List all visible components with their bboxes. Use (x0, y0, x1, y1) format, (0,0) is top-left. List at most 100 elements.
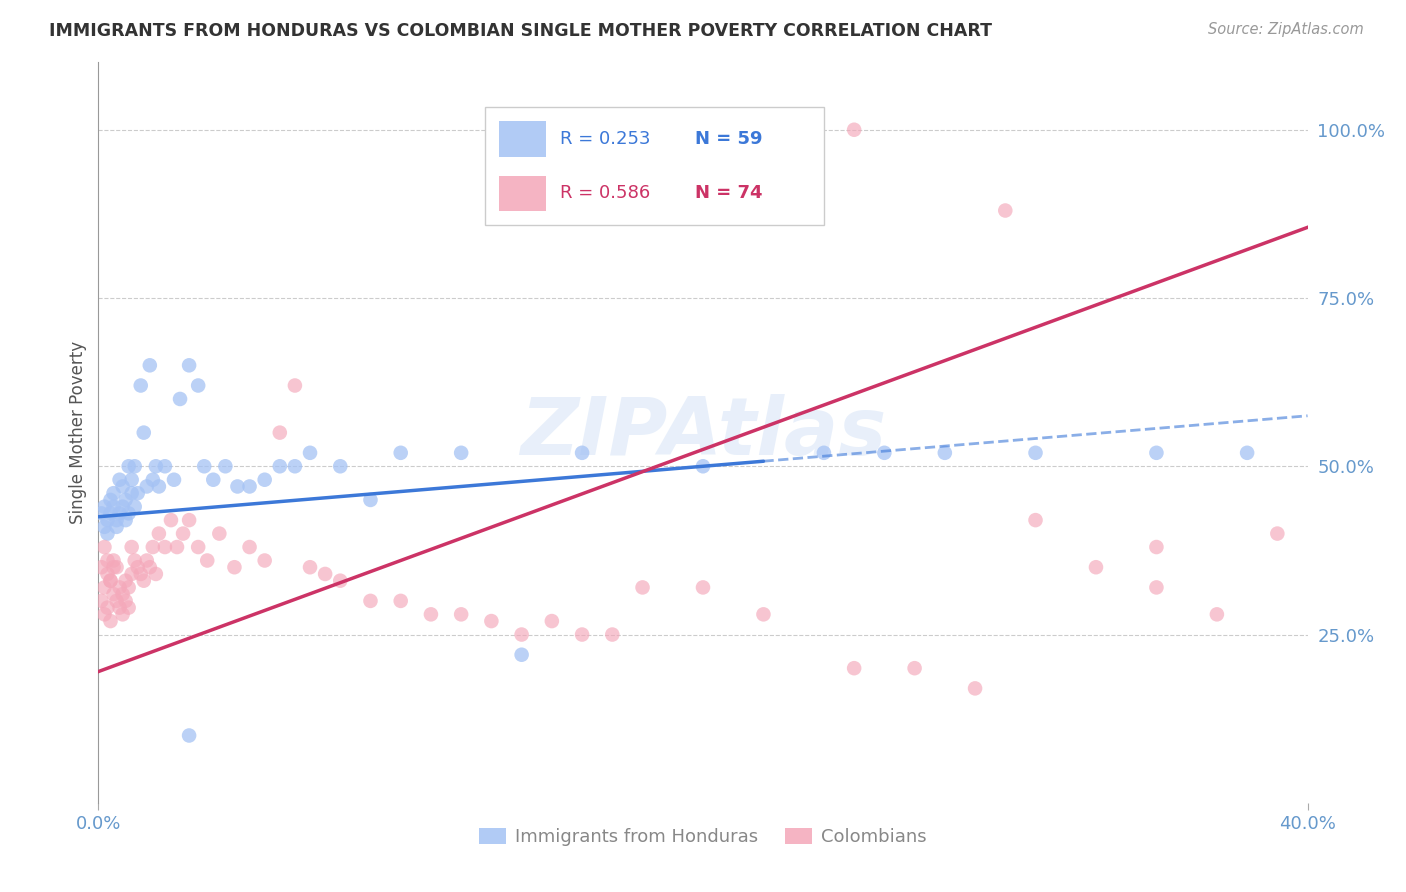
Point (1144, 581, 1167, 595)
Point (329, 574, 352, 588)
Point (1024, 446, 1046, 460)
Point (172, 526, 194, 541)
Point (329, 459, 352, 474)
Point (269, 459, 291, 474)
Point (100, 492, 122, 507)
Point (481, 614, 503, 628)
Point (202, 473, 225, 487)
Point (124, 553, 146, 567)
Point (239, 479, 262, 493)
Point (111, 607, 134, 622)
Point (360, 594, 382, 608)
Point (103, 587, 125, 601)
Point (93, 520, 115, 534)
Point (114, 574, 136, 588)
Point (108, 507, 131, 521)
Point (105, 594, 128, 608)
Point (90, 507, 112, 521)
Point (111, 500, 134, 514)
Point (96, 526, 118, 541)
Point (142, 473, 165, 487)
Point (103, 486, 125, 500)
Point (111, 587, 134, 601)
Point (844, 661, 866, 675)
Point (135, 553, 157, 567)
Point (100, 507, 122, 521)
Point (420, 607, 443, 622)
Point (135, 479, 157, 493)
Point (314, 566, 336, 581)
Point (844, 122, 866, 136)
Point (904, 661, 927, 675)
Point (752, 607, 775, 622)
Point (160, 513, 183, 527)
Point (1085, 560, 1108, 574)
Point (450, 446, 472, 460)
Point (93, 540, 115, 554)
Point (360, 492, 382, 507)
Point (1144, 540, 1167, 554)
Point (163, 473, 186, 487)
Point (1144, 446, 1167, 460)
Point (124, 500, 146, 514)
Y-axis label: Single Mother Poverty: Single Mother Poverty (69, 341, 87, 524)
Point (139, 560, 162, 574)
Point (96, 553, 118, 567)
Point (602, 627, 624, 641)
Point (692, 581, 714, 595)
Point (121, 486, 143, 500)
Point (96, 513, 118, 527)
Point (1236, 446, 1258, 460)
Point (100, 574, 122, 588)
Text: IMMIGRANTS FROM HONDURAS VS COLOMBIAN SINGLE MOTHER POVERTY CORRELATION CHART: IMMIGRANTS FROM HONDURAS VS COLOMBIAN SI… (49, 22, 993, 40)
Point (93, 500, 115, 514)
Point (571, 627, 593, 641)
Point (96, 566, 118, 581)
Point (114, 492, 136, 507)
Point (193, 459, 215, 474)
Point (105, 560, 128, 574)
Point (145, 566, 167, 581)
Point (692, 459, 714, 474)
Point (269, 425, 291, 440)
Point (813, 446, 835, 460)
Point (540, 614, 562, 628)
Point (129, 378, 152, 392)
Point (934, 446, 956, 460)
Point (253, 473, 276, 487)
Point (153, 459, 176, 474)
Point (631, 581, 654, 595)
Point (1024, 513, 1046, 527)
Point (299, 560, 322, 574)
Point (93, 581, 115, 595)
Point (994, 203, 1017, 218)
Point (108, 581, 131, 595)
Point (129, 566, 152, 581)
Point (148, 526, 170, 541)
Point (114, 594, 136, 608)
Point (105, 520, 128, 534)
Point (111, 479, 134, 493)
Point (169, 392, 191, 406)
Point (389, 446, 412, 460)
Point (389, 594, 412, 608)
Point (118, 459, 141, 474)
Point (118, 507, 141, 521)
Point (145, 459, 167, 474)
Point (510, 648, 533, 662)
Point (571, 446, 593, 460)
Point (208, 526, 231, 541)
Point (96, 600, 118, 615)
Point (226, 479, 249, 493)
Point (114, 513, 136, 527)
Point (121, 566, 143, 581)
Point (105, 513, 128, 527)
Point (118, 600, 141, 615)
Point (1267, 526, 1289, 541)
Point (450, 607, 472, 622)
Point (108, 473, 131, 487)
Point (100, 574, 122, 588)
Point (127, 486, 149, 500)
Point (118, 581, 141, 595)
Point (127, 560, 149, 574)
